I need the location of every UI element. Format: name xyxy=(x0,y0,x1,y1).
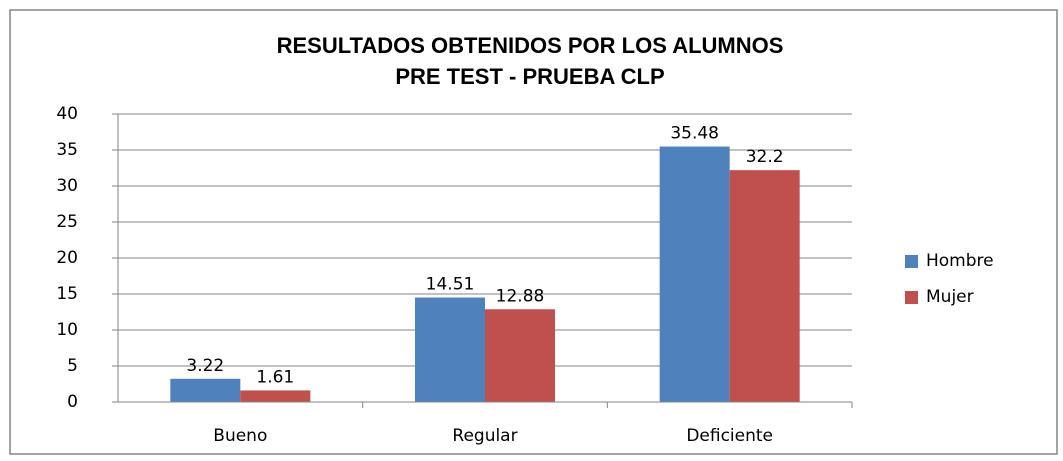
bar xyxy=(729,170,800,402)
x-tick-label: Bueno xyxy=(213,426,267,446)
legend-label: Mujer xyxy=(926,287,974,307)
y-tick-label: 5 xyxy=(67,356,78,376)
legend-swatch xyxy=(905,255,918,268)
bar xyxy=(415,297,485,402)
y-tick-label: 10 xyxy=(56,320,78,340)
y-tick-label: 15 xyxy=(56,284,78,304)
x-tick-label: Regular xyxy=(452,426,517,446)
y-tick-label: 35 xyxy=(56,140,78,160)
y-tick-label: 20 xyxy=(56,248,78,268)
data-label: 35.48 xyxy=(670,124,719,144)
bar xyxy=(659,146,730,402)
data-label: 3.22 xyxy=(186,356,224,376)
x-tick-label: Deficiente xyxy=(686,426,773,446)
y-tick-label: 25 xyxy=(56,212,78,232)
legend-label: Hombre xyxy=(926,251,994,271)
bar xyxy=(485,309,555,402)
data-label: 1.61 xyxy=(256,367,294,387)
bar xyxy=(170,378,241,402)
data-label: 32.2 xyxy=(746,147,784,167)
legend-swatch xyxy=(905,291,918,304)
chart-subtitle: PRE TEST - PRUEBA CLP xyxy=(395,64,664,89)
y-tick-label: 40 xyxy=(56,104,78,124)
chart-title: RESULTADOS OBTENIDOS POR LOS ALUMNOS xyxy=(277,33,784,58)
data-label: 12.88 xyxy=(496,286,545,306)
y-tick-label: 0 xyxy=(67,392,78,412)
y-tick-label: 30 xyxy=(56,176,78,196)
data-label: 14.51 xyxy=(426,275,475,295)
bar xyxy=(240,390,311,402)
